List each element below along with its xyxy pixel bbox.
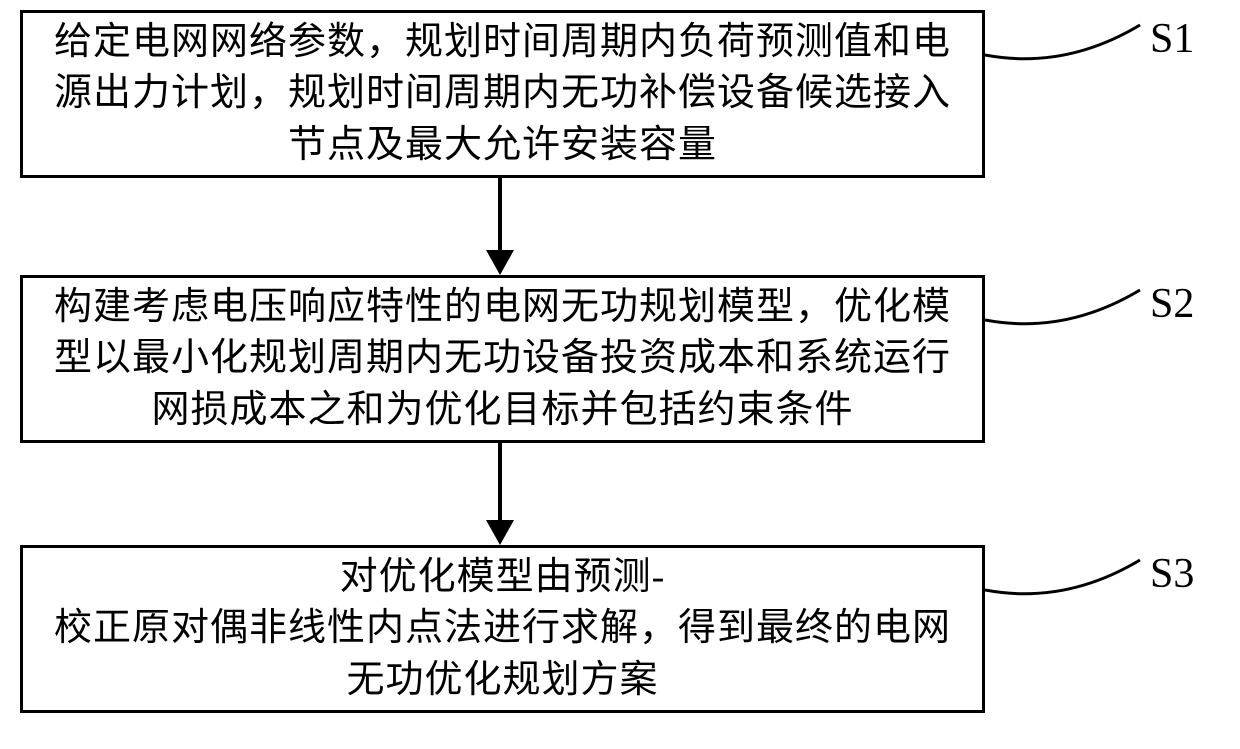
connector-s1 [985, 10, 1150, 80]
step-box-s1: 给定电网网络参数，规划时间周期内负荷预测值和电源出力计划，规划时间周期内无功补偿… [20, 10, 985, 178]
step-box-s3: 对优化模型由预测- 校正原对偶非线性内点法进行求解，得到最终的电网无功优化规划方… [20, 545, 985, 713]
step-text-s2: 构建考虑电压响应特性的电网无功规划模型，优化模型以最小化规划周期内无功设备投资成… [35, 282, 970, 436]
connector-s2 [985, 275, 1150, 345]
step-label-s3: S3 [1150, 550, 1194, 598]
step-label-s2: S2 [1150, 280, 1194, 328]
arrow-s1-s2-line [498, 178, 502, 253]
connector-s3 [985, 545, 1150, 615]
step-label-s1: S1 [1150, 15, 1194, 63]
step-text-s1: 给定电网网络参数，规划时间周期内负荷预测值和电源出力计划，规划时间周期内无功补偿… [35, 17, 970, 171]
step-box-s2: 构建考虑电压响应特性的电网无功规划模型，优化模型以最小化规划周期内无功设备投资成… [20, 275, 985, 443]
step-text-s3: 对优化模型由预测- 校正原对偶非线性内点法进行求解，得到最终的电网无功优化规划方… [35, 552, 970, 706]
flowchart-container: 给定电网网络参数，规划时间周期内负荷预测值和电源出力计划，规划时间周期内无功补偿… [0, 0, 1240, 749]
arrow-s2-s3-line [498, 443, 502, 523]
arrow-s2-s3-head [486, 520, 514, 545]
arrow-s1-s2-head [486, 250, 514, 275]
